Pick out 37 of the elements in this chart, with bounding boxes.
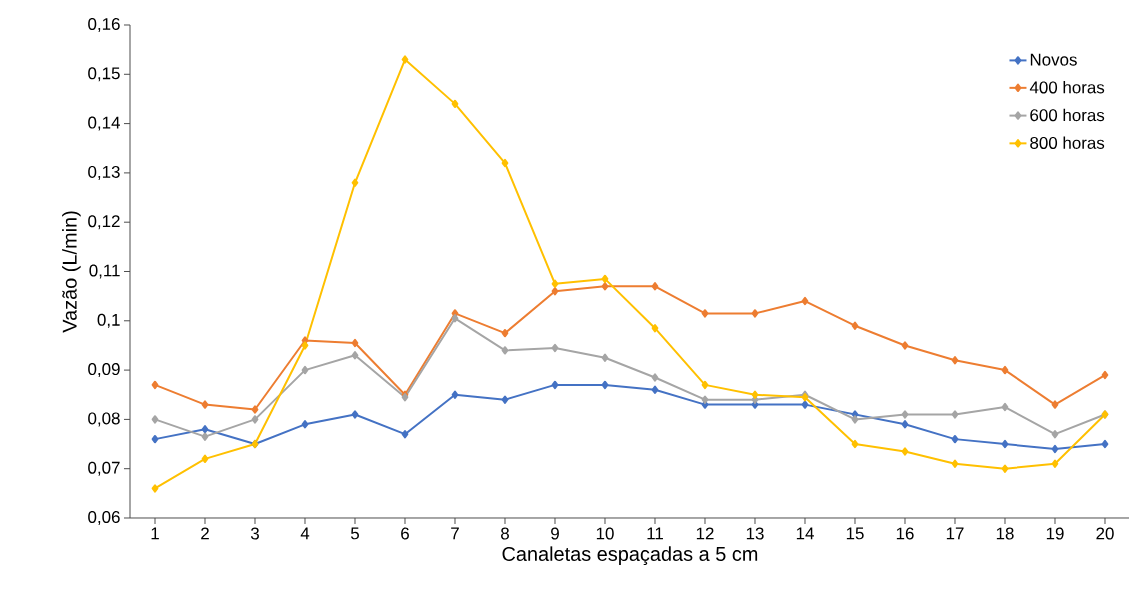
y-tick-label: 0,09 [88,363,120,378]
y-tick-label: 0,08 [88,412,120,427]
y-tick-label: 0,06 [88,511,120,525]
x-tick-label: 20 [1096,527,1114,540]
x-tick-label: 10 [596,527,614,540]
y-tick-label: 0,11 [89,264,120,279]
x-tick-label: 1 [151,527,159,540]
y-tick-label: 0,13 [88,165,120,180]
y-tick-label: 0,07 [88,461,120,476]
y-tick-label: 0,12 [88,215,120,230]
y-axis-title: Vazão (L/min) [62,211,81,333]
x-tick-label: 18 [996,527,1014,540]
x-tick-label: 5 [350,527,359,540]
x-tick-label: 17 [946,527,964,540]
y-tick-label: 0,16 [88,18,120,32]
legend-label: 800 horas [1030,136,1105,149]
x-tick-label: 9 [551,527,559,540]
x-tick-label: 14 [796,527,814,540]
x-tick-label: 6 [401,527,409,540]
legend-label: Novos [1030,53,1077,66]
x-tick-label: 3 [250,527,259,540]
x-tick-label: 16 [896,527,914,540]
x-tick-label: 12 [696,527,714,540]
x-tick-label: 13 [746,527,764,540]
y-tick-label: 0,15 [88,67,120,82]
x-tick-label: 2 [201,527,209,540]
y-tick-label: 0,14 [88,116,120,131]
x-tick-label: 11 [647,527,663,540]
x-tick-label: 19 [1046,527,1064,540]
x-tick-label: 8 [501,527,509,540]
x-tick-label: 15 [846,527,864,540]
x-axis-title: Canaletas espaçadas a 5 cm [502,546,758,566]
x-tick-label: 7 [451,527,459,540]
legend-label: 600 horas [1030,108,1105,122]
x-tick-label: 4 [300,527,310,540]
y-tick-label: 0,1 [97,313,120,328]
legend-label: 400 horas [1029,80,1105,94]
